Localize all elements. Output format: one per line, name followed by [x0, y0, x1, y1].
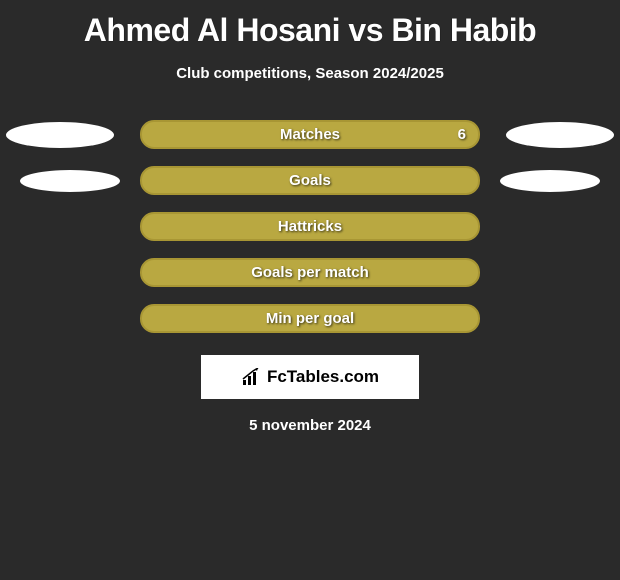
logo-text: FcTables.com — [267, 367, 379, 387]
dot-left — [20, 170, 120, 192]
subtitle: Club competitions, Season 2024/2025 — [176, 65, 444, 82]
stat-row-gpm: Goals per match — [0, 258, 620, 287]
stats-container: Matches 6 Goals Hattricks Goals per matc… — [0, 120, 620, 333]
stat-value: 6 — [458, 126, 466, 143]
stat-label: Goals — [289, 172, 331, 189]
stat-bar: Matches 6 — [140, 120, 480, 149]
logo-box: FcTables.com — [201, 355, 419, 399]
chart-icon — [241, 368, 263, 386]
dot-right — [506, 122, 614, 148]
stat-row-matches: Matches 6 — [0, 120, 620, 149]
stat-label: Min per goal — [266, 310, 354, 327]
date: 5 november 2024 — [249, 417, 371, 434]
page-title: Ahmed Al Hosani vs Bin Habib — [84, 12, 536, 49]
stat-bar: Goals — [140, 166, 480, 195]
stat-bar: Min per goal — [140, 304, 480, 333]
stat-row-goals: Goals — [0, 166, 620, 195]
stat-label: Hattricks — [278, 218, 342, 235]
stat-row-hattricks: Hattricks — [0, 212, 620, 241]
stat-bar: Hattricks — [140, 212, 480, 241]
stat-label: Matches — [280, 126, 340, 143]
stat-label: Goals per match — [251, 264, 369, 281]
dot-left — [6, 122, 114, 148]
logo: FcTables.com — [241, 367, 379, 387]
stat-row-mpg: Min per goal — [0, 304, 620, 333]
stat-bar: Goals per match — [140, 258, 480, 287]
dot-right — [500, 170, 600, 192]
